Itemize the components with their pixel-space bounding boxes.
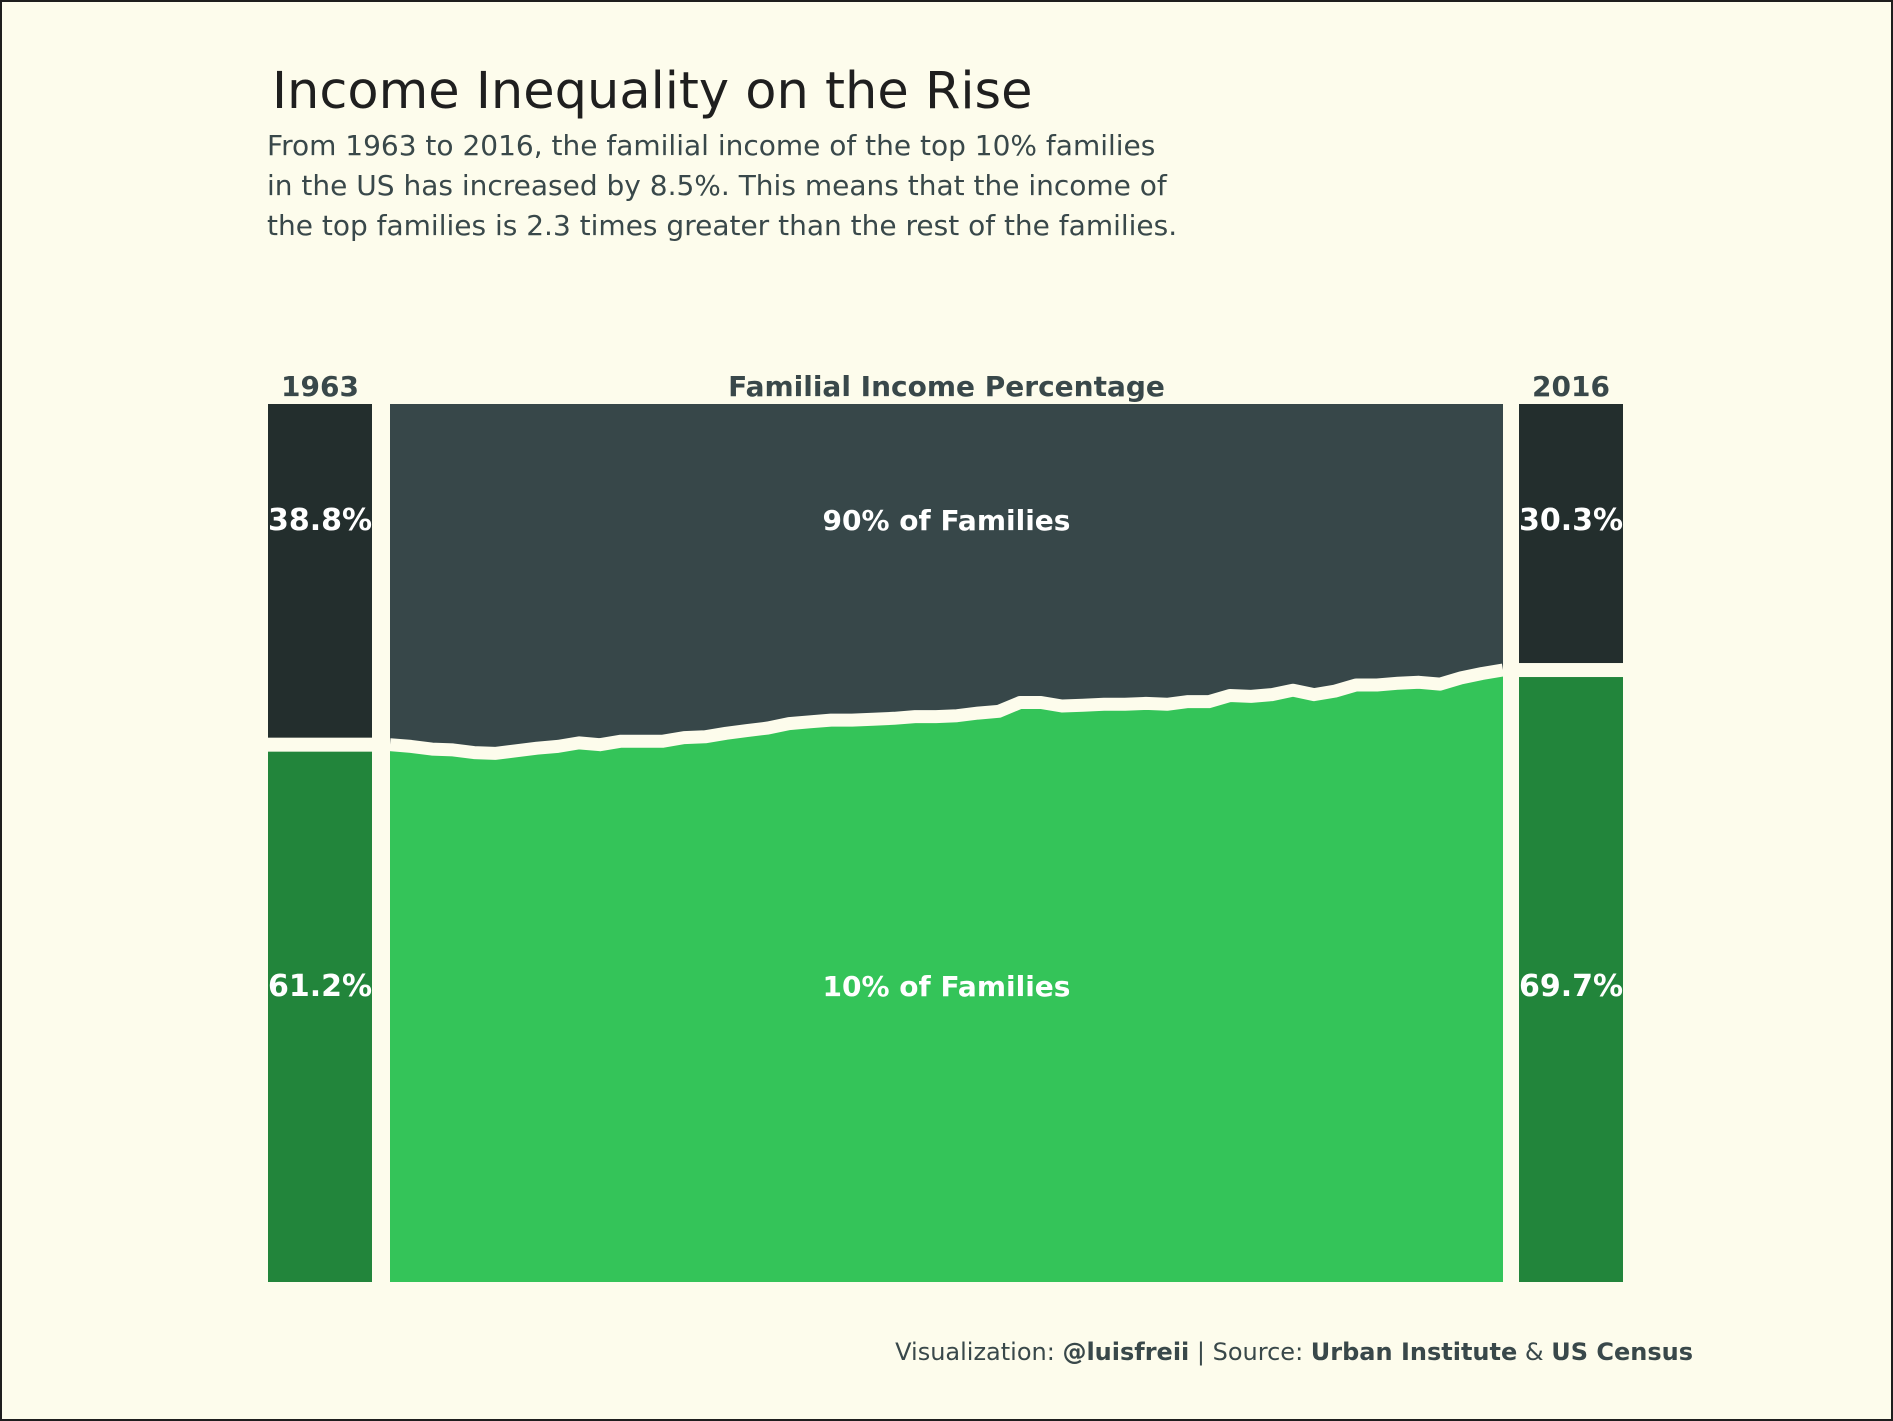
end-top90-value: 30.3% — [1519, 503, 1623, 538]
area-label-top90: 90% of Families — [823, 504, 1071, 537]
end-bar-top90 — [1519, 404, 1623, 671]
footer-source-2: US Census — [1551, 1338, 1693, 1366]
footer-amp: & — [1517, 1338, 1552, 1366]
footer-source-1: Urban Institute — [1310, 1338, 1518, 1366]
end-bar-bottom10 — [1519, 670, 1623, 1282]
start-bar-bottom10 — [268, 744, 372, 1282]
start-bottom10-value: 61.2% — [268, 969, 372, 1004]
start-bar-top90 — [268, 404, 372, 745]
subtitle-line: the top families is 2.3 times greater th… — [267, 209, 1178, 242]
chart-title: Income Inequality on the Rise — [272, 62, 1033, 121]
start-bar-divider — [268, 737, 372, 752]
footer-viz-handle: @luisfreii — [1062, 1338, 1190, 1366]
footer-viz-prefix: Visualization: — [895, 1338, 1063, 1366]
end-year-label: 2016 — [1532, 370, 1610, 403]
end-bar-divider — [1519, 663, 1623, 678]
chart-area-title: Familial Income Percentage — [728, 370, 1165, 403]
footer-source-prefix: Source: — [1212, 1338, 1311, 1366]
area-label-bottom10: 10% of Families — [823, 970, 1071, 1003]
area-bottom10 — [390, 670, 1503, 1282]
chart-subtitle: From 1963 to 2016, the familial income o… — [267, 126, 1177, 246]
end-bottom10-value: 69.7% — [1519, 969, 1623, 1004]
start-top90-value: 38.8% — [268, 503, 372, 538]
footer-credits: Visualization: @luisfreii | Source: Urba… — [895, 1338, 1693, 1366]
footer-separator: | — [1189, 1338, 1213, 1366]
subtitle-line: From 1963 to 2016, the familial income o… — [267, 129, 1156, 162]
subtitle-line: in the US has increased by 8.5%. This me… — [267, 169, 1167, 202]
start-year-label: 1963 — [281, 370, 359, 403]
area-divider-line — [389, 663, 1505, 760]
